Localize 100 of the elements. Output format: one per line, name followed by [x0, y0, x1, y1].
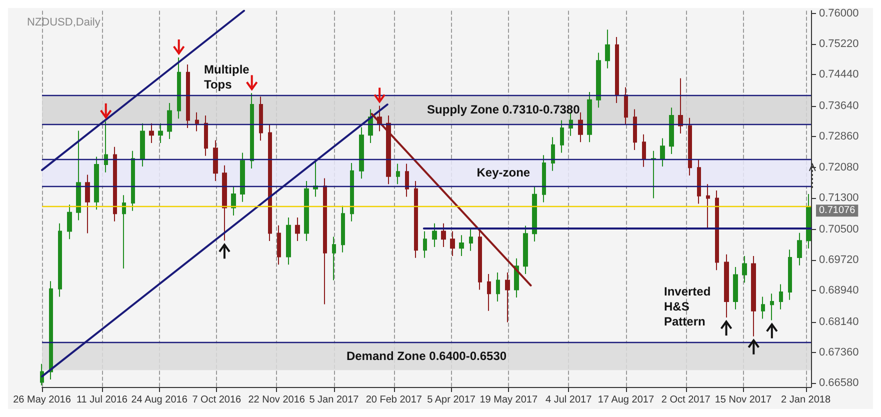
y-tick-label: 0.68140	[819, 316, 859, 328]
y-tick-label: 0.67360	[819, 346, 859, 358]
annotation: Inverted H&S Pattern	[664, 284, 714, 328]
candlestick	[58, 222, 62, 298]
x-tick-label: 20 Feb 2017	[366, 394, 422, 406]
annotation: Multiple Tops	[204, 62, 253, 92]
x-tick-label: 7 Oct 2016	[192, 394, 242, 406]
y-tick-label: 0.74440	[819, 68, 859, 81]
candlestick	[651, 150, 656, 199]
candlestick	[523, 225, 528, 275]
x-tick-label: 2 Jan 2018	[781, 394, 831, 406]
candlestick	[706, 184, 710, 230]
candlestick	[286, 217, 291, 266]
candlestick	[423, 230, 427, 258]
x-tick-label: 15 Nov 2017	[714, 394, 772, 406]
y-tick-label: 0.72860	[819, 130, 859, 143]
candlestick	[158, 122, 163, 144]
candlestick	[94, 156, 99, 210]
candlestick	[240, 152, 245, 202]
candlestick	[615, 36, 619, 104]
x-tick-label: 24 Aug 2016	[131, 394, 188, 406]
candlestick	[113, 146, 117, 222]
candlestick	[669, 107, 674, 154]
candlestick	[450, 230, 455, 256]
candlestick	[724, 254, 729, 318]
candlestick	[751, 255, 756, 337]
candlestick	[167, 102, 172, 140]
candlestick	[259, 96, 263, 142]
candlestick	[186, 64, 190, 129]
candlestick	[715, 190, 719, 271]
candlestick	[313, 160, 318, 198]
candlestick	[779, 284, 783, 310]
candlestick	[688, 117, 692, 176]
text: NZDUSD,Daily	[27, 16, 101, 28]
candlestick	[542, 154, 546, 203]
candlestick	[414, 180, 418, 258]
candlestick	[140, 122, 145, 168]
y-tick-label: 0.72080	[819, 161, 859, 174]
candlestick	[76, 130, 81, 221]
candlestick	[268, 124, 272, 242]
candlestick	[633, 108, 637, 151]
candlestick	[222, 164, 227, 242]
candlestick	[697, 159, 701, 204]
band-label: Supply Zone 0.7310-0.7380	[427, 102, 580, 117]
candlestick	[149, 122, 154, 144]
candlestick	[605, 29, 610, 69]
candlestick	[797, 232, 802, 266]
candlestick	[213, 140, 218, 182]
candlestick	[551, 136, 555, 172]
y-tick-label: 0.75220	[819, 38, 859, 50]
band-label: Key-zone	[476, 166, 530, 180]
candlestick	[532, 186, 537, 242]
ref-line-label: 0.71076	[819, 205, 856, 216]
candlestick	[277, 224, 281, 266]
candlestick	[85, 174, 90, 234]
candlestick	[678, 78, 683, 134]
candlestick	[459, 234, 464, 256]
candlestick	[761, 296, 765, 320]
candlestick	[587, 91, 592, 143]
candlestick	[742, 255, 747, 284]
candlestick	[733, 266, 738, 310]
candlestick	[177, 56, 181, 120]
candlestick	[487, 274, 491, 312]
x-tick-label: 5 Apr 2017	[427, 394, 476, 406]
x-tick-label: 17 Aug 2017	[598, 394, 654, 406]
candlestick	[624, 86, 628, 126]
y-tick-label: 0.71300	[819, 192, 859, 204]
y-tick-label: 0.73640	[819, 100, 859, 112]
candlestick	[469, 228, 473, 252]
candlestick	[204, 115, 208, 156]
y-tick-label: 0.69720	[819, 254, 859, 266]
candlestick	[660, 138, 665, 168]
x-tick-label: 22 Nov 2016	[248, 394, 306, 406]
candlestick	[122, 194, 126, 270]
candlestick	[432, 222, 437, 248]
candlestick	[359, 126, 364, 180]
x-tick-label: 19 May 2017	[480, 394, 538, 406]
y-tick-label: 0.70500	[819, 223, 859, 236]
candlestick	[332, 236, 336, 281]
candlestick	[578, 112, 583, 143]
candlestick	[304, 180, 309, 242]
candlestick	[596, 52, 601, 108]
candlestick	[560, 120, 564, 154]
candlestick	[295, 217, 300, 242]
x-tick-label: 4 Jul 2017	[545, 394, 592, 406]
candlestick	[231, 186, 236, 216]
candlestick	[396, 163, 400, 185]
candlestick	[441, 222, 446, 248]
y-tick-label: 0.76000	[819, 8, 859, 20]
y-tick-label: 0.68940	[819, 284, 859, 296]
candlestick	[505, 272, 510, 323]
candlestick	[195, 112, 199, 132]
candlestick	[642, 134, 646, 168]
y-tick-label: 0.66580	[819, 377, 859, 390]
candlestick	[788, 249, 792, 300]
candlestick	[350, 162, 354, 222]
candlestick	[496, 272, 500, 302]
candlestick	[131, 150, 135, 212]
candlestick	[405, 163, 409, 198]
candlestick	[770, 293, 774, 321]
